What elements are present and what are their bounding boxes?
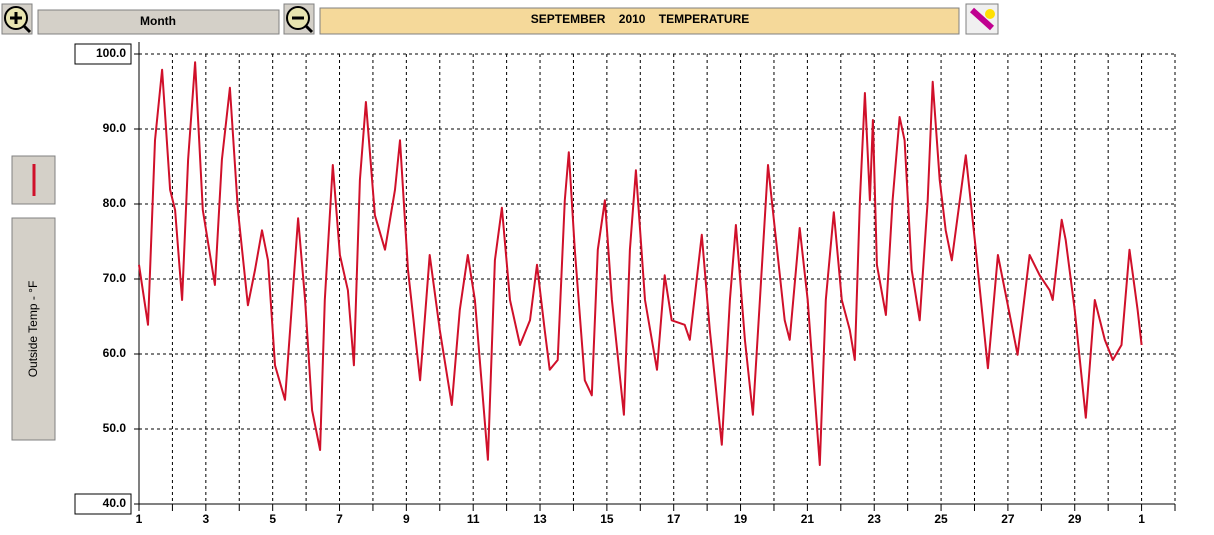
legend[interactable]: Outside Temp - °F: [11, 155, 56, 441]
y-tick-label: 100.0: [96, 46, 126, 60]
x-tick-label: 25: [934, 512, 948, 526]
zoom-in-button[interactable]: [1, 3, 33, 35]
range-label: Month: [140, 14, 176, 28]
y-tick-label: 50.0: [103, 421, 127, 435]
x-tick-label: 27: [1001, 512, 1015, 526]
x-tick-label: 19: [734, 512, 748, 526]
x-tick-label: 7: [336, 512, 343, 526]
x-tick-label: 29: [1068, 512, 1082, 526]
x-tick-label: 23: [868, 512, 882, 526]
title-bar: SEPTEMBER 2010 TEMPERATURE: [319, 7, 960, 35]
x-tick-label: 21: [801, 512, 815, 526]
x-tick-label: 3: [202, 512, 209, 526]
tick-label-box: [74, 43, 132, 65]
x-tick-label: 1: [136, 512, 143, 526]
x-tick-label: 13: [533, 512, 547, 526]
tool-button[interactable]: [965, 3, 999, 35]
chart-title: SEPTEMBER 2010 TEMPERATURE: [531, 12, 750, 26]
x-tick-label: 1: [1138, 512, 1145, 526]
y-tick-label: 90.0: [103, 121, 127, 135]
y-tick-label: 40.0: [103, 496, 127, 510]
y-tick-label: 80.0: [103, 196, 127, 210]
x-tick-label: 15: [600, 512, 614, 526]
x-tick-label: 11: [467, 512, 480, 526]
x-tick-label: 5: [269, 512, 276, 526]
legend-label: Outside Temp - °F: [26, 281, 40, 378]
y-tick-label: 70.0: [103, 271, 127, 285]
tick-label-box: [74, 493, 132, 515]
x-tick-label: 9: [403, 512, 410, 526]
zoom-out-button[interactable]: [283, 3, 315, 35]
temperature-line: [138, 61, 1143, 466]
x-tick-label: 17: [667, 512, 681, 526]
range-button[interactable]: Month: [37, 9, 280, 35]
y-tick-label: 60.0: [103, 346, 127, 360]
